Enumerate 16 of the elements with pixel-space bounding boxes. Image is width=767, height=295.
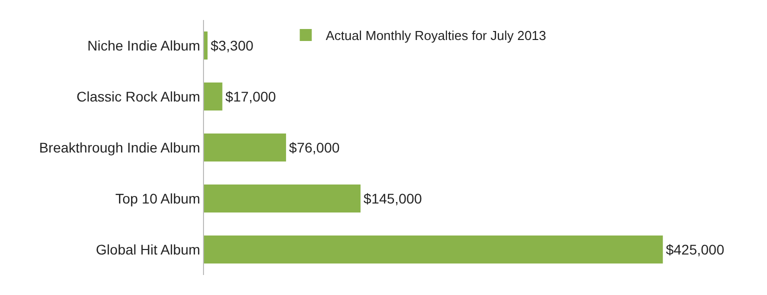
y-tick-label: Classic Rock Album: [76, 88, 200, 104]
data-label: $17,000: [225, 88, 276, 105]
data-label: $3,300: [210, 38, 254, 54]
y-tick-label: Top 10 Album: [115, 190, 200, 206]
data-label: $145,000: [364, 190, 422, 207]
y-tick-label: Breakthrough Indie Album: [39, 139, 200, 156]
bar: [204, 133, 286, 162]
bar: [204, 31, 208, 60]
y-tick-label: Global Hit Album: [96, 241, 200, 258]
data-label: $425,000: [666, 242, 724, 258]
bar: [204, 184, 361, 213]
bar: [204, 235, 663, 264]
data-label: $76,000: [289, 140, 340, 156]
bar: [204, 82, 222, 111]
y-tick-label: Niche Indie Album: [87, 37, 200, 54]
legend-label: Actual Monthly Royalties for July 2013: [326, 28, 546, 44]
